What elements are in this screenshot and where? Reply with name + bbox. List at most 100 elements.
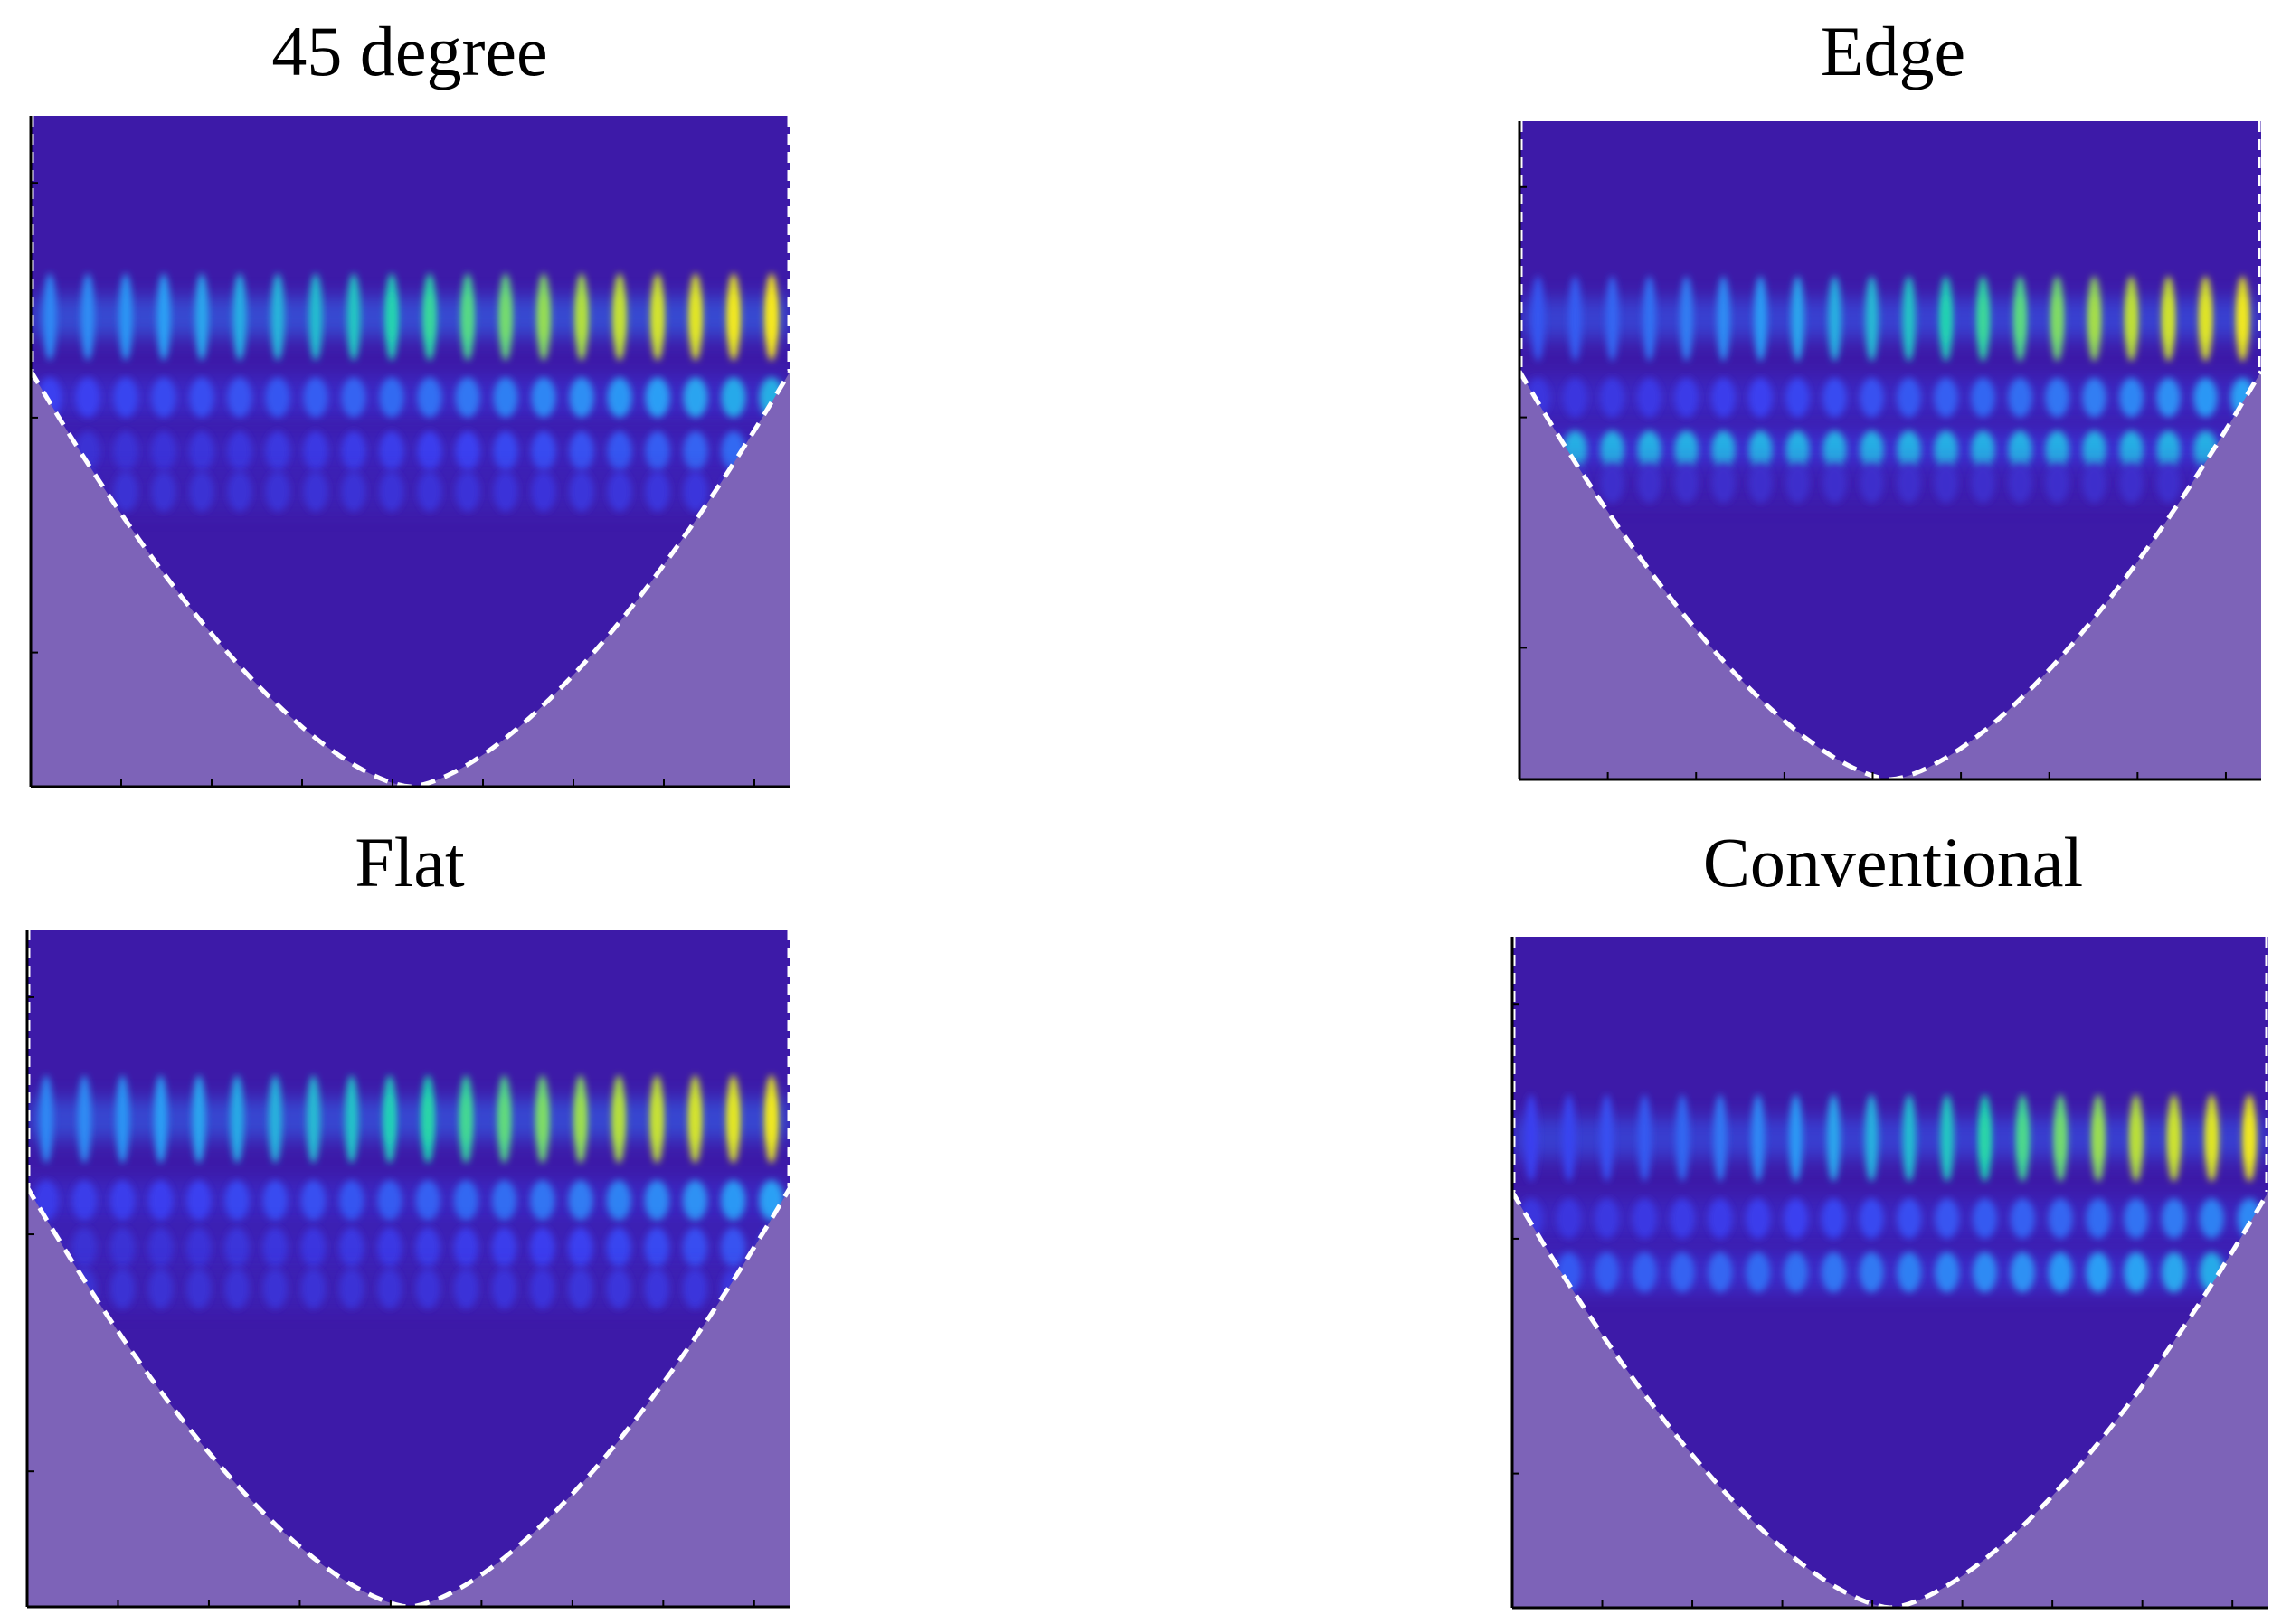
pulse-mark (682, 1268, 708, 1309)
pulse-mark (1935, 1251, 1960, 1293)
band-glow (1519, 298, 2261, 339)
panel-title-45-degree: 45 degree (271, 12, 548, 90)
pulse-mark (1748, 430, 1773, 470)
pulse-mark (262, 1227, 288, 1269)
pulse-core (539, 1094, 546, 1144)
pulse-mark (1860, 430, 1884, 470)
pulse-mark (415, 1180, 440, 1222)
pulse-mark (530, 1180, 555, 1222)
plot-area (31, 116, 790, 787)
pulse-core (2017, 295, 2023, 343)
cone-shade-region (27, 1186, 790, 1607)
pulse-mark (2048, 1198, 2073, 1239)
band-glow (31, 471, 790, 512)
pulse-mark (2045, 463, 2069, 504)
pulse-mark (2156, 377, 2181, 418)
pulse-mark (109, 1268, 136, 1309)
pulse-mark (377, 1180, 402, 1222)
pulse-mark (531, 430, 556, 472)
pulse-mark (2162, 1251, 2186, 1293)
pulse-mark (1859, 1198, 1884, 1239)
pulse-mark (1563, 377, 1587, 418)
pulse-mark (71, 1180, 97, 1222)
pulse-mark (1711, 463, 1736, 504)
pulse-mark (1632, 1198, 1657, 1239)
pulse-mark (113, 430, 138, 472)
pulse-mark (1680, 276, 1693, 362)
pulse-mark (606, 1180, 631, 1222)
pulse-mark (1902, 276, 1916, 362)
band-glow (31, 377, 790, 418)
pulse-mark (645, 471, 670, 512)
pulse-mark (1674, 377, 1699, 418)
pulse-mark (270, 273, 285, 361)
pulse-mark (154, 1075, 168, 1164)
pulse-mark (1940, 1094, 1955, 1182)
pulse-mark (1859, 1251, 1884, 1293)
pulse-core (540, 293, 547, 342)
pulse-mark (644, 1268, 669, 1309)
pulse-mark (265, 430, 290, 472)
pulse-core (730, 1094, 737, 1144)
pulse-mark (230, 1075, 244, 1164)
band-glow (27, 1099, 790, 1140)
pulse-mark (1748, 463, 1773, 504)
pulse-mark (530, 1268, 555, 1309)
pulse-mark (2156, 430, 2181, 470)
pulse-mark (453, 1268, 478, 1309)
pulse-mark (531, 471, 556, 512)
plot-area (1512, 937, 2268, 1608)
pulse-mark (682, 1180, 708, 1222)
pulse-mark (415, 1268, 440, 1309)
pulse-mark (1711, 377, 1736, 418)
band-glow (31, 430, 790, 472)
pulse-mark (607, 377, 632, 418)
pulse-core (2095, 1114, 2102, 1163)
pulse-mark (151, 430, 176, 472)
pulse-mark (415, 1227, 440, 1269)
pulse-mark (306, 1075, 321, 1164)
pulse-mark (1600, 430, 1624, 470)
pulse-core (616, 293, 623, 342)
band-glow (1512, 1251, 2268, 1293)
pulse-mark (645, 377, 670, 418)
pulse-mark (1822, 430, 1847, 470)
pulse-mark (1746, 1198, 1771, 1239)
pulse-mark (1934, 430, 1958, 470)
pulse-mark (379, 377, 404, 418)
pulse-mark (303, 377, 328, 418)
pulse-mark (303, 430, 328, 472)
pulse-mark (43, 273, 57, 361)
pulse-core (388, 293, 395, 342)
pulse-core (2246, 1114, 2253, 1163)
pulse-mark (2082, 463, 2106, 504)
pulse-mark (1748, 377, 1773, 418)
pulse-mark (1708, 1251, 1733, 1293)
pulse-core (653, 1094, 660, 1144)
pulse-mark (113, 471, 138, 512)
pulse-mark (453, 1180, 478, 1222)
pulse-core (654, 293, 661, 342)
pulse-mark (227, 377, 252, 418)
pulse-mark (1711, 430, 1736, 470)
pulse-mark (1717, 276, 1730, 362)
pulse-mark (2124, 1198, 2149, 1239)
pulse-core (2171, 1114, 2177, 1163)
pulse-mark (2010, 1251, 2035, 1293)
band-group (1519, 276, 2261, 504)
pulse-mark (1821, 1198, 1846, 1239)
band-glow (1512, 1198, 2268, 1239)
pulse-mark (1784, 1251, 1808, 1293)
pulse-mark (1605, 276, 1619, 362)
pulse-mark (186, 1268, 212, 1309)
scalogram-edge (1517, 121, 2264, 782)
band-glow (1512, 1118, 2268, 1158)
pulse-core (2054, 295, 2060, 343)
cone-of-influence-line (24, 1185, 793, 1610)
pulse-mark (2086, 1251, 2111, 1293)
band-glow (27, 1227, 790, 1269)
pulse-mark (224, 1227, 250, 1269)
pulse-mark (1897, 430, 1921, 470)
pulse-core (730, 293, 737, 342)
pulse-mark (1860, 377, 1884, 418)
